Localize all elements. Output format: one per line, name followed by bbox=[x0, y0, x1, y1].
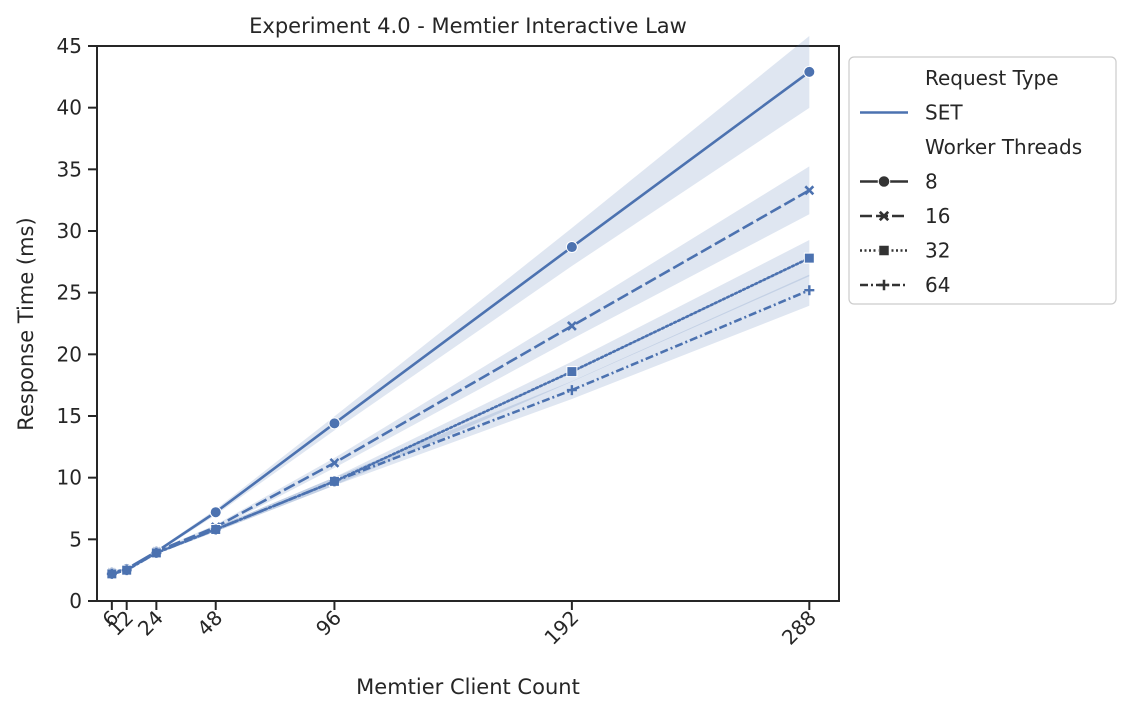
legend-style-marker bbox=[877, 175, 891, 188]
x-tick-label: 96 bbox=[311, 606, 346, 641]
legend-style-label: 64 bbox=[925, 273, 950, 297]
y-tick-label: 5 bbox=[69, 527, 82, 551]
y-tick-label: 35 bbox=[57, 157, 82, 181]
plot-frame bbox=[96, 45, 840, 602]
legend: Request Type SET Worker Threads 8 16 32 64 bbox=[848, 56, 1117, 305]
x-tick-label: 192 bbox=[539, 606, 583, 650]
data-point-64 bbox=[329, 476, 340, 487]
data-point-64 bbox=[210, 524, 221, 535]
legend-style-title: Worker Threads bbox=[925, 135, 1082, 159]
y-tick-label: 30 bbox=[57, 219, 82, 243]
y-tick-label: 25 bbox=[57, 281, 82, 305]
legend-hue-title: Request Type bbox=[925, 66, 1059, 90]
y-axis-title: Response Time (ms) bbox=[14, 217, 38, 430]
data-point-16 bbox=[566, 321, 577, 331]
x-tick-label: 288 bbox=[777, 606, 821, 650]
y-tick-label: 0 bbox=[69, 589, 82, 613]
data-point-64 bbox=[804, 285, 815, 296]
legend-style-label: 16 bbox=[925, 204, 950, 228]
data-point-8 bbox=[328, 417, 341, 430]
legend-frame bbox=[848, 56, 1117, 305]
data-point-64 bbox=[106, 568, 117, 579]
y-tick-label: 20 bbox=[57, 342, 82, 366]
data-point-16 bbox=[329, 457, 340, 468]
y-tick-label: 40 bbox=[57, 96, 82, 120]
y-tick-label: 10 bbox=[57, 466, 82, 490]
legend-style-marker bbox=[878, 210, 890, 222]
data-point-32 bbox=[803, 252, 815, 264]
legend-style-label: 8 bbox=[925, 170, 938, 194]
data-point-64 bbox=[121, 565, 132, 576]
legend-style-marker bbox=[878, 279, 890, 291]
data-point-8 bbox=[209, 506, 222, 519]
x-tick-label: 24 bbox=[133, 606, 168, 641]
legend-hue-label: SET bbox=[925, 101, 963, 125]
data-point-32 bbox=[566, 366, 578, 378]
legend-style-marker bbox=[878, 244, 890, 257]
legend-style-label: 32 bbox=[925, 239, 950, 263]
data-point-8 bbox=[565, 241, 578, 254]
data-point-8 bbox=[803, 65, 816, 78]
chart-title: Experiment 4.0 - Memtier Interactive Law bbox=[249, 14, 687, 38]
y-tick-label: 15 bbox=[57, 404, 82, 428]
data-point-64 bbox=[151, 547, 162, 558]
data-point-64 bbox=[566, 385, 577, 396]
y-tick-label: 45 bbox=[57, 34, 82, 58]
x-axis-title: Memtier Client Count bbox=[356, 675, 580, 699]
data-point-16 bbox=[804, 185, 815, 196]
x-tick-label: 48 bbox=[192, 606, 227, 641]
